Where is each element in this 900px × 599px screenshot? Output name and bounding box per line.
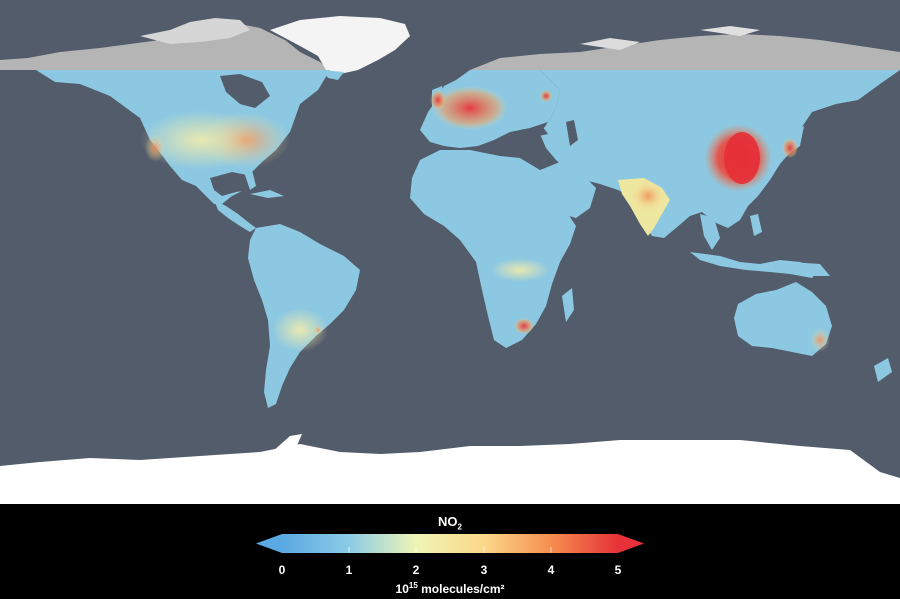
philippines bbox=[750, 214, 762, 236]
units-text: molecules/cm² bbox=[417, 582, 505, 596]
tick-label: 0 bbox=[278, 563, 286, 577]
colorbar-right-arrow bbox=[618, 534, 644, 553]
uk-hot-glow bbox=[430, 90, 446, 110]
tick-label: 5 bbox=[614, 563, 622, 577]
florida bbox=[244, 170, 256, 190]
usa-yellow-glow bbox=[140, 110, 260, 170]
south-africa-glow bbox=[514, 318, 534, 334]
new-guinea bbox=[790, 262, 830, 276]
gulf-of-mexico bbox=[210, 172, 252, 196]
usa-west-glow bbox=[145, 134, 165, 162]
legend-title: NO2 bbox=[0, 514, 900, 532]
black-sea bbox=[520, 126, 548, 138]
africa-central-glow bbox=[490, 258, 550, 282]
china-hot-core bbox=[724, 132, 760, 184]
indonesia bbox=[690, 252, 820, 278]
units-exponent: 15 bbox=[408, 581, 418, 590]
greenland bbox=[270, 16, 410, 74]
antarctica bbox=[0, 440, 900, 504]
tick-label: 2 bbox=[412, 563, 420, 577]
arabian-peninsula bbox=[540, 162, 596, 218]
tick-label: 1 bbox=[345, 563, 353, 577]
caribbean-islands bbox=[250, 190, 284, 198]
buenos-aires-glow bbox=[313, 325, 323, 335]
s-america-south-glow bbox=[272, 308, 328, 352]
tick-label: 3 bbox=[480, 563, 488, 577]
madagascar bbox=[562, 288, 574, 322]
antarctic-peninsula bbox=[272, 434, 302, 452]
world-map bbox=[0, 0, 900, 504]
colorbar-left-arrow bbox=[256, 534, 282, 553]
tick-label: 4 bbox=[547, 563, 555, 577]
africa bbox=[410, 150, 576, 348]
caspian-sea bbox=[566, 120, 578, 146]
legend-title-subscript: 2 bbox=[457, 522, 462, 532]
colorbar-tick-marks bbox=[348, 547, 552, 553]
colorbar bbox=[256, 534, 644, 553]
australia bbox=[734, 282, 832, 356]
moscow-glow bbox=[540, 90, 552, 102]
japan-glow bbox=[782, 138, 798, 158]
legend-units: 1015 molecules/cm² bbox=[0, 581, 900, 596]
india-glow bbox=[630, 180, 666, 212]
australia-east-glow bbox=[810, 328, 830, 352]
new-zealand bbox=[874, 358, 892, 382]
europe-hot-glow bbox=[432, 86, 508, 130]
colorbar-bar bbox=[282, 534, 618, 553]
central-america bbox=[214, 200, 256, 232]
units-base: 10 bbox=[395, 582, 409, 596]
legend-title-main: NO bbox=[438, 514, 458, 529]
southeast-asia bbox=[700, 214, 720, 250]
legend: NO2 0 1 2 3 4 5 1015 molecules/cm² bbox=[0, 504, 900, 599]
hudson-bay bbox=[220, 74, 270, 108]
arctic-land bbox=[0, 18, 900, 70]
